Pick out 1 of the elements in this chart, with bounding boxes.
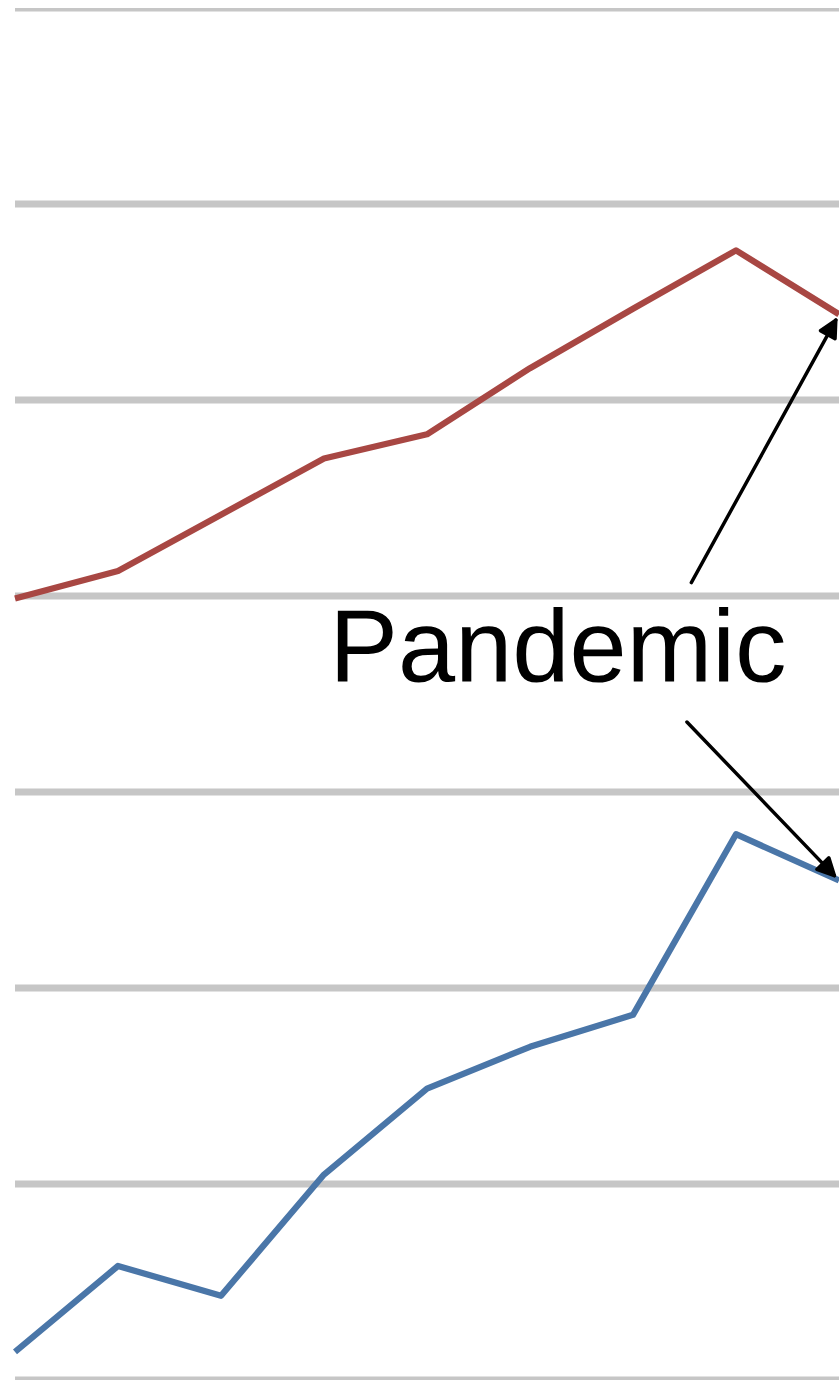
annotation: Pandemic [337, 607, 784, 683]
